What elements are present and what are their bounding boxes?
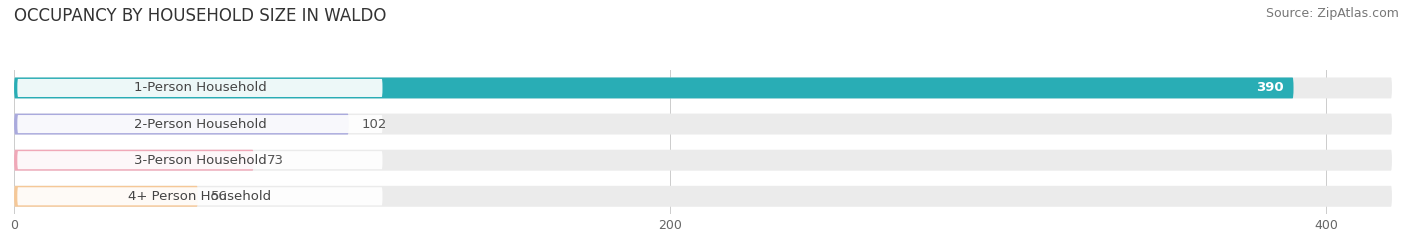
FancyBboxPatch shape [17,151,382,169]
Text: Source: ZipAtlas.com: Source: ZipAtlas.com [1265,7,1399,20]
FancyBboxPatch shape [17,79,382,97]
FancyBboxPatch shape [14,150,1392,171]
FancyBboxPatch shape [14,186,1392,207]
Text: 56: 56 [211,190,228,203]
Text: 2-Person Household: 2-Person Household [134,118,266,130]
Text: 390: 390 [1256,82,1284,94]
FancyBboxPatch shape [14,114,349,134]
FancyBboxPatch shape [17,115,382,133]
Text: 102: 102 [361,118,387,130]
FancyBboxPatch shape [14,78,1392,98]
FancyBboxPatch shape [14,114,1392,134]
FancyBboxPatch shape [14,150,253,171]
Text: 1-Person Household: 1-Person Household [134,82,266,94]
FancyBboxPatch shape [14,78,1294,98]
FancyBboxPatch shape [14,186,198,207]
Text: 73: 73 [267,154,284,167]
Text: 4+ Person Household: 4+ Person Household [128,190,271,203]
FancyBboxPatch shape [17,187,382,205]
Text: OCCUPANCY BY HOUSEHOLD SIZE IN WALDO: OCCUPANCY BY HOUSEHOLD SIZE IN WALDO [14,7,387,25]
Text: 3-Person Household: 3-Person Household [134,154,266,167]
